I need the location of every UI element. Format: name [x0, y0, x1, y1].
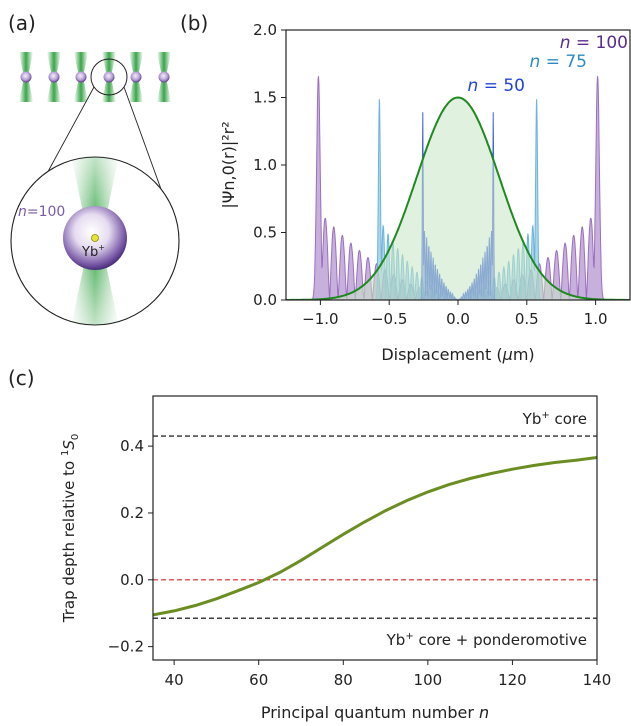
chart-c-xlabel: Principal quantum number n: [261, 703, 489, 722]
y-tick-label: 0.4: [120, 437, 144, 455]
trapped-atom: [130, 71, 142, 83]
x-tick-label: 60: [249, 671, 268, 689]
yb-ion-icon: [91, 234, 99, 242]
panel-label-c: (c): [8, 366, 35, 390]
ion-label: Yb+: [81, 243, 105, 260]
x-tick-label: 120: [498, 671, 527, 689]
zoom-circle-large: [10, 156, 180, 326]
y-tick-label: 0.2: [120, 504, 144, 522]
y-tick-label: 1.5: [253, 89, 277, 107]
x-tick-label: 1.0: [584, 310, 608, 328]
chart-b-ylabel: |Ψn,0(r)|²r²: [219, 121, 238, 208]
series-label: n = 50: [468, 76, 525, 96]
trapped-atom: [75, 71, 87, 83]
trap-depth-curve: [153, 456, 597, 617]
y-tick-label: 0.0: [120, 571, 144, 589]
trapped-atom: [48, 71, 60, 83]
trapped-atom: [158, 71, 170, 83]
x-tick-label: 140: [583, 671, 612, 689]
x-tick-label: 100: [414, 671, 443, 689]
trapped-atom: [20, 71, 32, 83]
reference-line-label: Yb+ core: [522, 410, 587, 428]
x-tick-label: 80: [334, 671, 353, 689]
gaussian-fill: [286, 97, 630, 300]
series-label: n = 75: [530, 52, 587, 72]
y-tick-label: −0.2: [108, 638, 144, 656]
chart-c: 40 60 80 100 120 140 −0.2 0.0 0.2 0.4 Yb+ core Yb+…: [60, 395, 612, 722]
x-tick-label: 0.0: [446, 310, 470, 328]
reference-line-label: Yb+ core + ponderomotive: [386, 631, 587, 649]
chart-b-xlabel: Displacement (μm): [381, 345, 534, 364]
tweezer-array: [19, 52, 171, 102]
series-n100: [286, 76, 630, 300]
panel-label-b: (b): [180, 11, 208, 35]
panel-label-a: (a): [8, 11, 36, 35]
y-tick-label: 0.5: [253, 224, 277, 242]
trapped-atom: [103, 71, 115, 83]
zoom-n-label: n=100: [18, 204, 65, 220]
x-tick-label: −1.0: [302, 310, 338, 328]
x-tick-label: −0.5: [371, 310, 407, 328]
y-tick-label: 2.0: [253, 21, 277, 39]
chart-b: −1.0 −0.5 0.0 0.5 1.0 0.0 0.5 1.0 1.5 2.0 n = 100…: [219, 21, 631, 364]
zoom-circle-small: [90, 58, 128, 96]
zoomed-trap: [11, 157, 179, 325]
chart-c-frame: [152, 395, 598, 661]
gaussian-curve: [286, 96, 630, 300]
chart-c-ylabel: Trap depth relative to 1S0: [60, 434, 81, 624]
x-tick-label: 0.5: [515, 310, 539, 328]
y-tick-label: 0.0: [253, 291, 277, 309]
x-tick-label: 40: [165, 671, 184, 689]
y-tick-label: 1.0: [253, 156, 277, 174]
series-label: n = 100: [560, 33, 628, 53]
